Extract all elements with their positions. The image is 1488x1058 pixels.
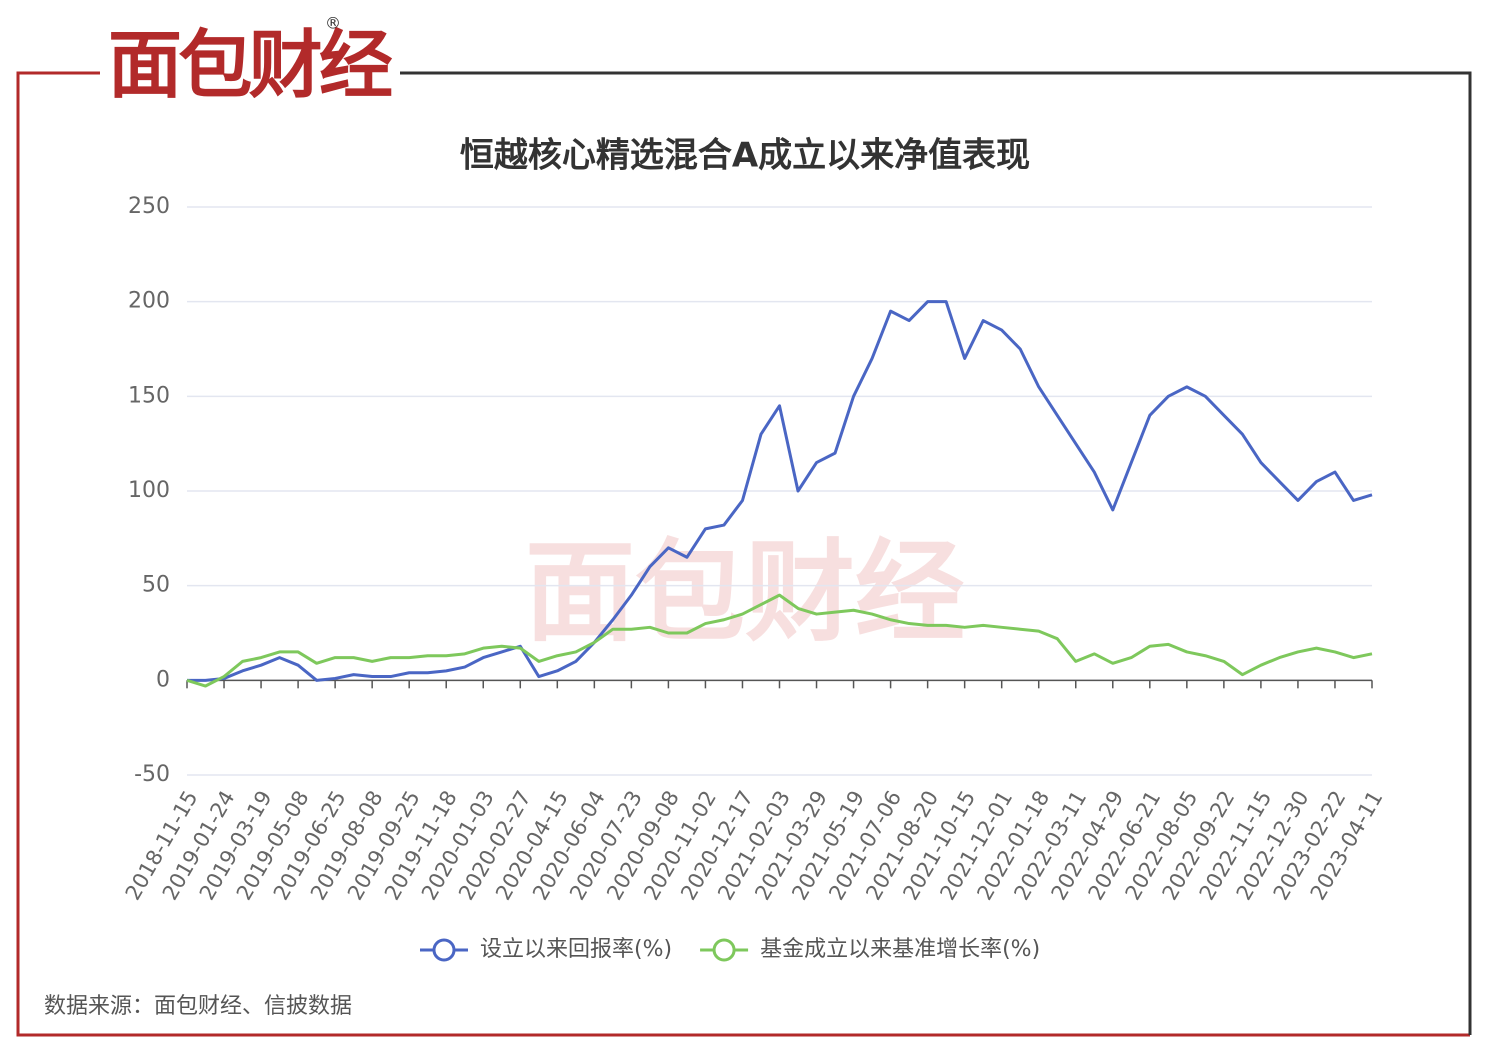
y-tick-label: 150	[128, 383, 170, 408]
series-line	[187, 300, 1373, 682]
registered-mark: ®	[325, 14, 341, 33]
legend: 设立以来回报率(%) 基金成立以来基准增长率(%)	[420, 937, 1040, 962]
y-tick-label: 0	[156, 667, 170, 692]
y-tick-label: 200	[128, 289, 170, 314]
legend-marker	[712, 938, 736, 962]
logo: 面包财经	[108, 23, 393, 109]
frame-red	[16, 71, 1470, 1037]
y-tick-label: 50	[142, 573, 170, 598]
series-line	[186, 593, 1373, 688]
legend-label: 基金成立以来基准增长率(%)	[760, 937, 1040, 962]
watermark: 面包财经	[525, 528, 965, 656]
y-tick-label: 250	[128, 194, 170, 219]
y-tick-label: 100	[128, 478, 170, 503]
frame-dark	[400, 71, 1472, 1035]
legend-marker	[432, 938, 456, 962]
source-note: 数据来源：面包财经、信披数据	[44, 994, 352, 1019]
y-tick-label: -50	[134, 762, 170, 787]
legend-label: 设立以来回报率(%)	[480, 937, 672, 962]
chart-title: 恒越核心精选混合A成立以来净值表现	[460, 136, 1030, 176]
